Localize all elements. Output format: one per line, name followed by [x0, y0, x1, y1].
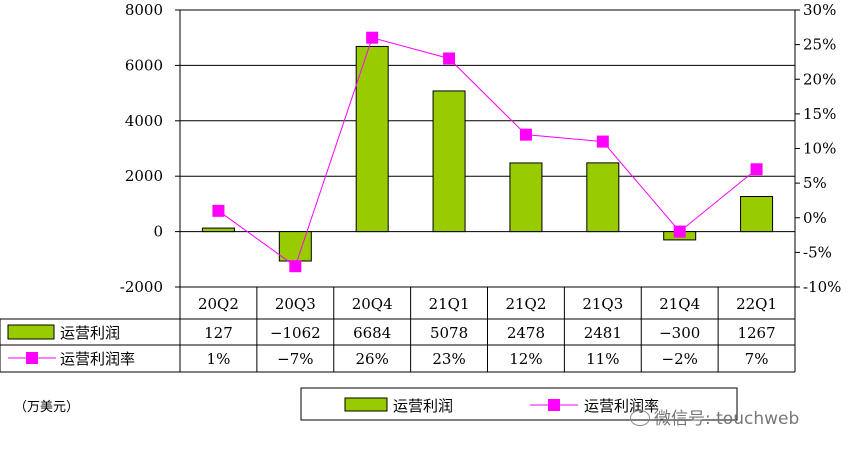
legend-bar-name: 运营利润 [393, 397, 453, 415]
table-row-line-marker [26, 352, 38, 364]
y-right-tick-label: 20% [803, 70, 836, 88]
y-right-tick-label: 15% [803, 105, 836, 123]
table-cell-line-value: 1% [207, 350, 231, 368]
y-left-tick-label: -2000 [120, 278, 163, 296]
table-cell-bar-value: 1267 [737, 324, 775, 342]
bar [432, 90, 466, 233]
line-marker [289, 260, 302, 273]
bar [201, 227, 235, 233]
table-cell-line-value: 7% [745, 350, 769, 368]
legend-line-marker [548, 399, 560, 411]
watermark: 微信号: touchweb [630, 404, 799, 429]
table-cell-line-value: 11% [586, 350, 619, 368]
y-right-tick-label: -5% [803, 243, 832, 261]
wechat-logo-icon [630, 410, 650, 426]
x-category-label: 20Q2 [198, 295, 239, 313]
x-category-label: 20Q4 [352, 295, 393, 313]
watermark-text: 微信号: touchweb [654, 409, 800, 429]
y-left-tick-label: 6000 [125, 56, 163, 74]
line-marker [750, 163, 763, 176]
line-marker [212, 204, 225, 217]
table-cell-line-value: 23% [432, 350, 465, 368]
line-marker [366, 31, 379, 44]
bar [355, 45, 389, 233]
line-marker [519, 128, 532, 141]
table-cell-bar-value: 2481 [584, 324, 622, 342]
table-cell-line-value: −2% [662, 350, 698, 368]
table-cell-line-value: 12% [509, 350, 542, 368]
y-left-tick-label: 8000 [125, 1, 163, 19]
table-cell-bar-value: 5078 [430, 324, 468, 342]
y-right-tick-label: 10% [803, 140, 836, 158]
table-cell-bar-value: −1062 [270, 324, 321, 342]
table-cell-bar-value: 6684 [353, 324, 391, 342]
line-marker [673, 225, 686, 238]
bar [740, 196, 774, 233]
series-line [218, 37, 757, 268]
table-cell-line-value: 26% [356, 350, 389, 368]
table-row-bar-name: 运营利润 [60, 324, 120, 342]
y-left-tick-label: 2000 [125, 167, 163, 185]
y-right-tick-label: -10% [803, 278, 841, 296]
table-row-line-name: 运营利润率 [60, 350, 135, 368]
table-cell-bar-value: 2478 [507, 324, 545, 342]
plot-frame [179, 9, 796, 288]
x-category-label: 20Q3 [275, 295, 316, 313]
line-marker [596, 135, 609, 148]
legend-bar-key [344, 397, 388, 412]
x-category-label: 21Q4 [659, 295, 700, 313]
x-category-label: 21Q2 [505, 295, 546, 313]
bar [278, 231, 312, 262]
table-cell-line-value: −7% [277, 350, 313, 368]
bar [586, 162, 620, 233]
y-right-tick-label: 0% [803, 209, 827, 227]
x-category-label: 21Q1 [429, 295, 470, 313]
y-left-tick-label: 4000 [125, 112, 163, 130]
line-marker [443, 52, 456, 65]
table-row-bar-key [7, 324, 55, 340]
y-right-tick-label: 30% [803, 1, 836, 19]
unit-label: （万美元） [14, 400, 80, 415]
x-category-label: 21Q3 [582, 295, 623, 313]
y-left-tick-label: 0 [153, 223, 163, 241]
x-category-label: 22Q1 [736, 295, 777, 313]
y-right-tick-label: 5% [803, 174, 827, 192]
table-cell-bar-value: −300 [659, 324, 700, 342]
y-right-tick-label: 25% [803, 36, 836, 54]
table-cell-bar-value: 127 [204, 324, 233, 342]
bar [509, 162, 543, 233]
